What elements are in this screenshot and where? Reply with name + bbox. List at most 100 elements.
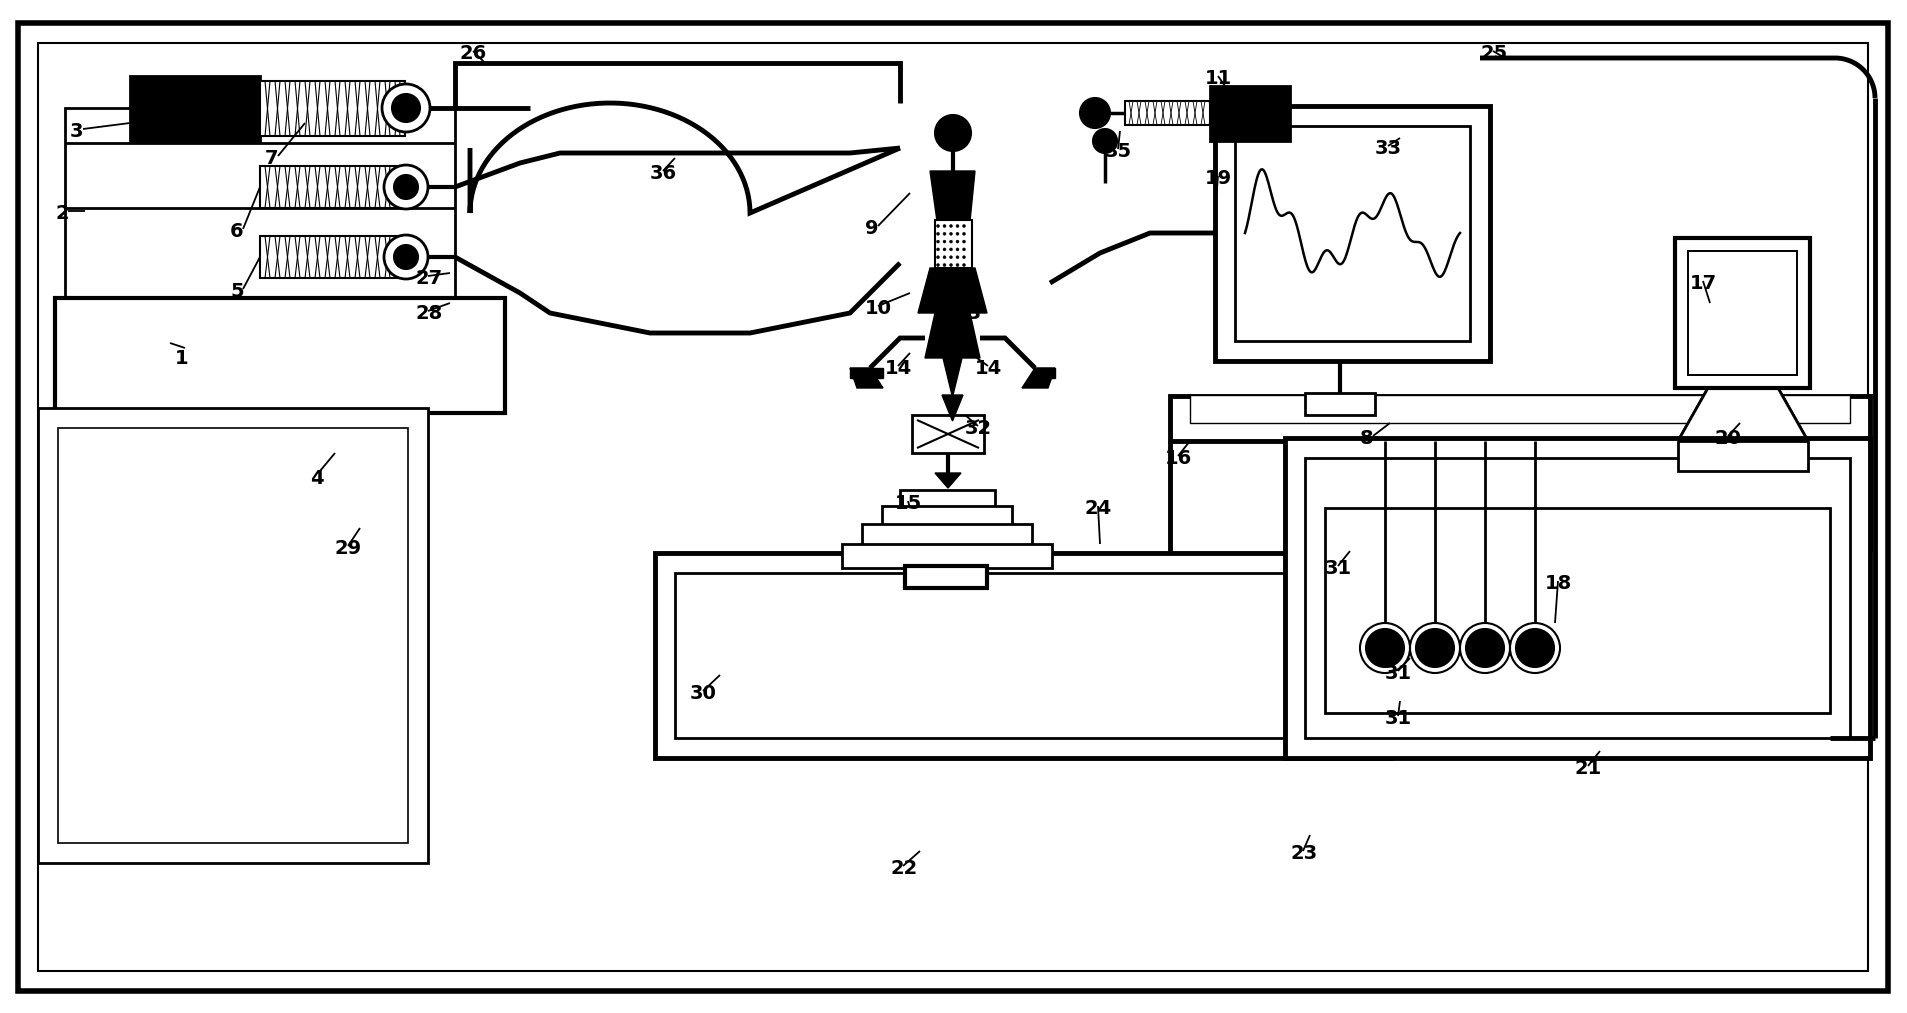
Text: 25: 25 (1480, 44, 1507, 63)
Circle shape (955, 255, 959, 258)
Text: 11: 11 (1205, 69, 1232, 87)
Circle shape (383, 165, 427, 209)
Bar (1190, 395, 1850, 423)
Circle shape (1409, 623, 1459, 673)
Text: 18: 18 (1545, 573, 1571, 593)
Bar (259, 81, 404, 136)
Circle shape (950, 232, 952, 235)
Circle shape (383, 235, 427, 279)
Circle shape (1516, 629, 1552, 667)
Bar (1169, 396, 1869, 441)
Polygon shape (934, 473, 961, 488)
Bar (259, 236, 404, 278)
Bar (1234, 126, 1468, 341)
Circle shape (1459, 623, 1508, 673)
Text: 14: 14 (974, 359, 1001, 378)
Bar (1283, 438, 1869, 758)
Circle shape (381, 84, 429, 132)
Text: 10: 10 (864, 299, 892, 317)
Text: 8: 8 (1360, 428, 1373, 448)
Circle shape (942, 255, 946, 258)
Polygon shape (925, 313, 980, 358)
Bar (130, 76, 259, 141)
Circle shape (961, 248, 965, 251)
Bar (1215, 106, 1489, 361)
Circle shape (391, 94, 420, 122)
Text: 24: 24 (1085, 498, 1112, 518)
Text: 3: 3 (71, 122, 84, 141)
Circle shape (942, 240, 946, 243)
Bar (259, 166, 404, 208)
Bar (841, 544, 1051, 568)
Polygon shape (1022, 368, 1055, 388)
Circle shape (1465, 629, 1503, 667)
Bar (654, 553, 1390, 758)
Circle shape (1079, 98, 1110, 128)
Bar (900, 490, 994, 508)
Circle shape (955, 232, 959, 235)
Circle shape (955, 263, 959, 266)
Bar (675, 573, 1369, 738)
Text: 26: 26 (460, 44, 486, 63)
Text: 1: 1 (175, 348, 189, 368)
Circle shape (950, 240, 952, 243)
Bar (38, 408, 427, 863)
Circle shape (936, 240, 938, 243)
Bar (1688, 251, 1796, 375)
Text: 22: 22 (889, 858, 917, 877)
Circle shape (936, 263, 938, 266)
Circle shape (950, 225, 952, 228)
Text: 32: 32 (965, 418, 992, 438)
Text: 2: 2 (55, 204, 69, 223)
Circle shape (1365, 629, 1404, 667)
Text: 31: 31 (1384, 664, 1411, 683)
Circle shape (936, 232, 938, 235)
Text: 19: 19 (1205, 168, 1232, 187)
Circle shape (393, 245, 418, 269)
Bar (1323, 508, 1829, 713)
Circle shape (942, 248, 946, 251)
Bar (65, 108, 454, 303)
Circle shape (942, 263, 946, 266)
Circle shape (1415, 629, 1453, 667)
Circle shape (961, 232, 965, 235)
Text: 23: 23 (1289, 844, 1316, 862)
Text: 20: 20 (1714, 428, 1741, 448)
Polygon shape (1676, 388, 1808, 441)
Text: 7: 7 (265, 149, 278, 167)
Text: 17: 17 (1690, 274, 1716, 293)
Text: 9: 9 (864, 219, 877, 237)
Circle shape (1093, 129, 1116, 153)
Text: 29: 29 (336, 539, 362, 557)
Polygon shape (929, 171, 974, 221)
Circle shape (936, 225, 938, 228)
Text: 13: 13 (955, 304, 982, 322)
Bar (849, 368, 883, 378)
Bar (1676, 441, 1808, 471)
Circle shape (942, 232, 946, 235)
Bar (912, 415, 984, 453)
Text: 27: 27 (416, 268, 442, 288)
Text: 21: 21 (1573, 759, 1602, 778)
Bar (1125, 101, 1209, 125)
Bar (1304, 393, 1375, 415)
Circle shape (961, 225, 965, 228)
Circle shape (1508, 623, 1560, 673)
Text: 6: 6 (231, 222, 244, 240)
Text: 31: 31 (1384, 708, 1411, 727)
Circle shape (934, 115, 971, 151)
Polygon shape (942, 358, 961, 395)
Circle shape (393, 175, 418, 199)
Text: 31: 31 (1323, 558, 1352, 577)
Bar (57, 428, 408, 843)
Circle shape (955, 225, 959, 228)
Circle shape (950, 248, 952, 251)
Bar (881, 506, 1011, 526)
Bar (55, 298, 505, 413)
Bar (1034, 368, 1055, 378)
Text: 15: 15 (894, 493, 921, 513)
Circle shape (955, 248, 959, 251)
Bar (862, 524, 1032, 546)
Circle shape (961, 263, 965, 266)
Text: 16: 16 (1165, 449, 1192, 468)
